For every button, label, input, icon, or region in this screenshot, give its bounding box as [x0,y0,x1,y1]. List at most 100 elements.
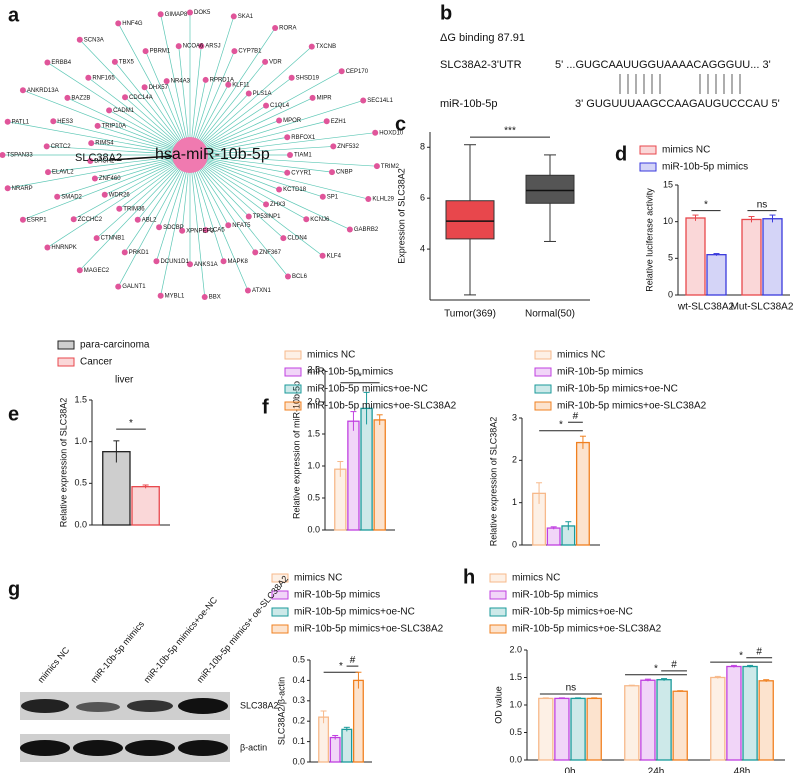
node-label: KLHL29 [372,197,394,203]
node-label: MAGEC2 [84,268,110,274]
y-tick-label: 0.4 [292,675,305,685]
node-label: TP53INP1 [253,214,281,220]
bar [710,676,726,761]
node [276,186,283,193]
node [338,68,345,75]
legend-label: mimics NC [557,350,605,361]
legend-swatch [534,401,552,411]
panel-label: a [8,4,20,26]
bar [347,420,360,531]
node-label: HOXD10 [379,130,404,136]
row-label: SLC38A2 [240,700,279,710]
legend-swatch [489,573,507,583]
node [94,122,101,129]
edge [189,146,334,156]
bar [624,685,640,761]
node [230,13,237,20]
node-label: ZNF460 [99,176,121,182]
node-label: XPNPEP3 [186,228,214,234]
y-axis-label: OD value [493,686,503,724]
node-label: KCNJ6 [310,217,330,223]
node-label: TIAM1 [294,153,312,159]
node [330,143,337,150]
node-label: DHX57 [149,85,169,91]
node-label: CDC14A [129,95,153,101]
node-label: RPRD1A [210,78,234,84]
node [121,249,128,256]
legend-label: miR-10b-5p mimics [512,590,598,601]
y-axis-label: Relative expression of SLC38A2 [58,398,68,528]
node-label: ATXN1 [252,288,272,294]
node [115,20,122,27]
node [44,59,51,66]
x-tick-label: Normal(50) [525,309,575,320]
mir-name: miR-10b-5p [440,98,497,110]
bar [546,527,561,546]
node-label: CYP7B1 [238,49,262,55]
node [153,258,160,265]
node-label: RNF165 [92,75,115,81]
node [156,224,163,231]
edge [189,100,364,156]
edge [189,120,327,156]
y-tick-label: 8 [420,142,425,152]
node-label: KLF4 [327,253,342,259]
node-label: HNRNPK [51,245,76,251]
panel-label: b [440,2,452,24]
lane-label: mimics NC [36,645,72,685]
legend-label: miR-10b-5p mimics+oe-SLC38A2 [512,624,662,635]
node-label: SEC14L1 [367,98,393,104]
edge [47,62,191,156]
node-label: CTNNB1 [101,236,126,242]
edge [189,46,313,156]
y-axis-label: Expression of SLC38A2 [396,168,406,264]
edge [178,46,191,156]
edge [189,154,289,277]
legend-label: miR-10b-5p mimics+oe-NC [557,384,678,395]
node-label: NRARP [12,186,33,192]
node [262,58,269,65]
node [19,87,26,94]
edge [189,154,284,239]
mir-sequence: 3' GUGUUUAAGCCAAGAUGUCCCAU 5' [575,98,780,110]
node [45,169,52,176]
sig-label: *** [504,126,516,137]
node [87,157,94,164]
legend-label: mimics NC [512,573,560,584]
node [163,78,170,85]
bar [575,441,590,546]
node-label: RBFOX1 [291,135,316,141]
node-label: MIPR [317,95,333,101]
highlight-label: SLC38A2 [75,152,122,164]
bar [758,680,774,761]
node-label: DOK5 [194,10,211,16]
node [85,74,92,81]
edge [160,14,191,156]
y-tick-label: 2 [512,455,517,465]
bar [373,419,386,531]
node [263,102,270,109]
node-label: KLF11 [232,82,250,88]
legend-label: miR-10b-5p mimics+oe-NC [307,384,428,395]
y-axis-label: Relative luciferase activity [644,188,654,292]
sig-label: * [129,418,133,429]
node [231,48,238,55]
y-tick-label: 1.5 [509,672,522,682]
y-tick-label: 0.5 [74,478,87,488]
bar [360,407,373,531]
edge [189,154,369,200]
edge [189,154,333,173]
y-tick-label: 0.5 [509,727,522,737]
sig-label: * [704,199,708,210]
panel-label: e [8,403,19,425]
node-label: BAZ2B [71,95,90,101]
node-label: BACH2 [94,159,115,165]
node [187,9,193,16]
node-label: MPOR [283,118,302,124]
edge [189,27,276,156]
node [54,193,61,200]
sig-label: * [559,419,563,430]
sig-label: # [671,660,677,671]
node-label: CRTC2 [51,144,72,150]
node [202,76,209,83]
